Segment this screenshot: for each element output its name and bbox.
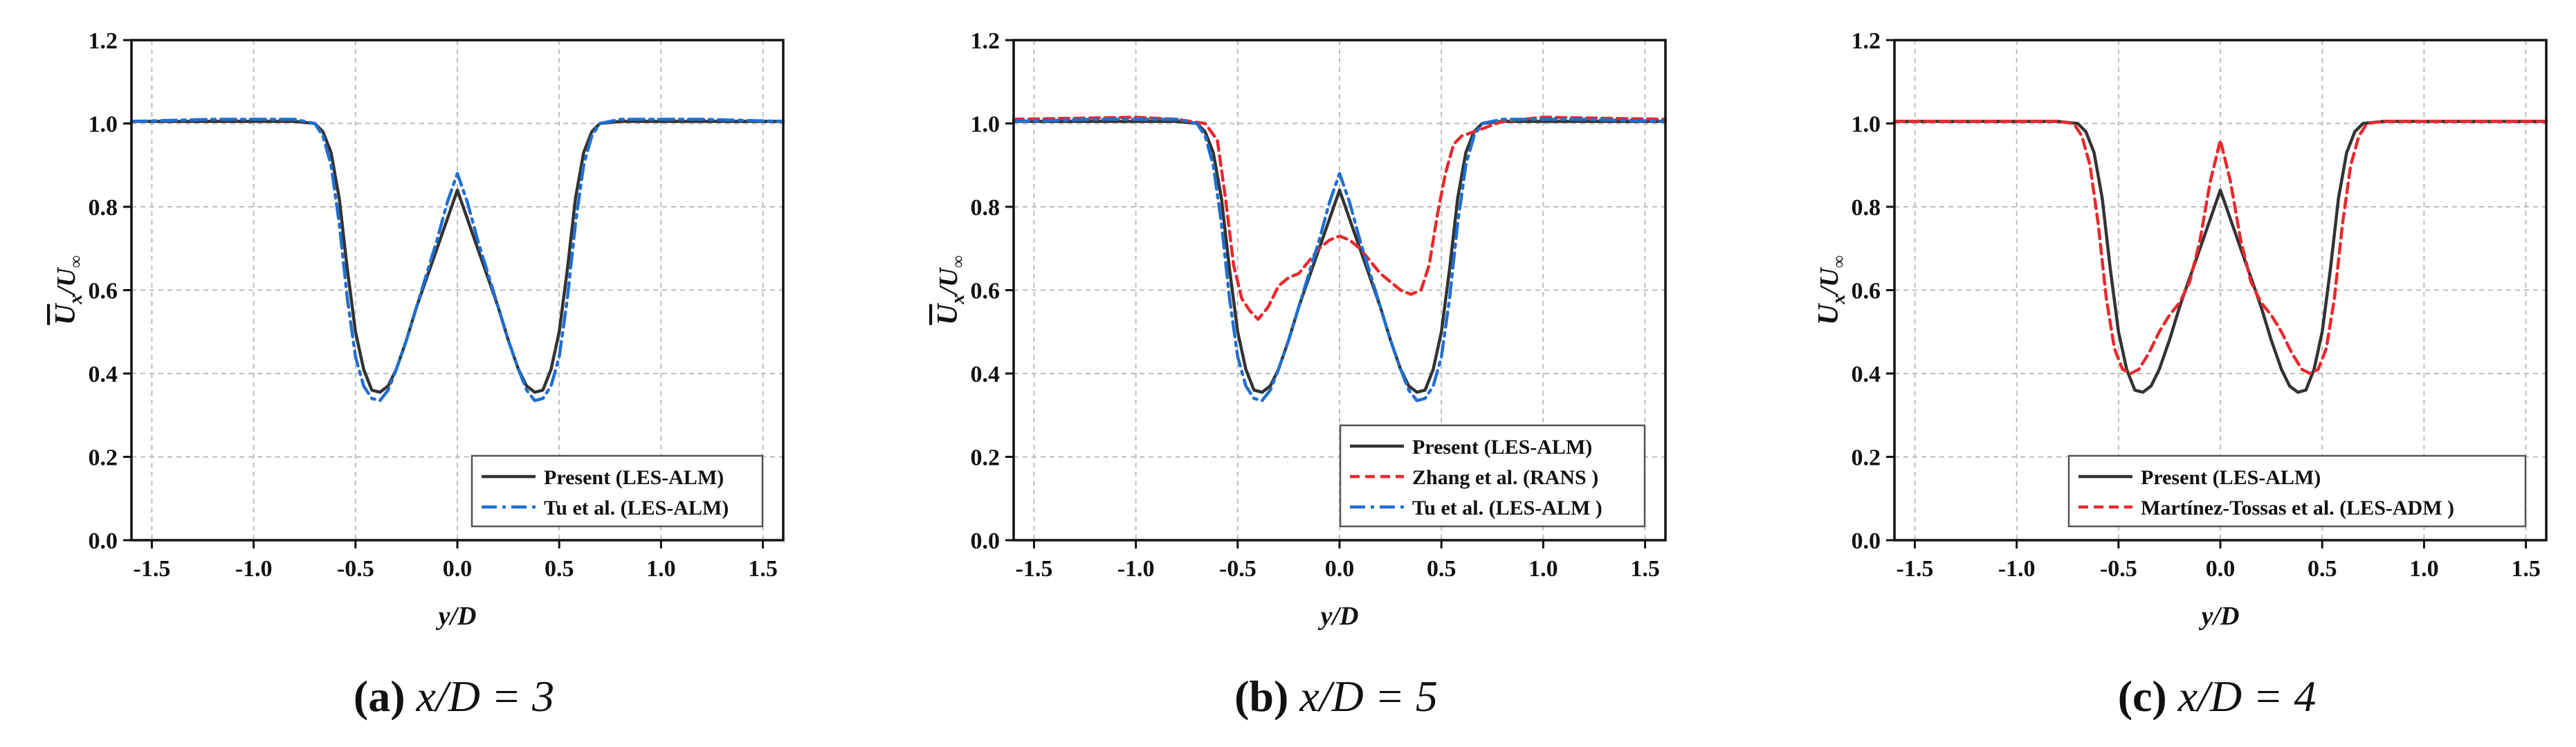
y-axis-label-den-sub: ∞ [948, 255, 968, 268]
panel-caption: (a) x/D = 3 [354, 672, 554, 721]
y-tick-label: 1.0 [971, 112, 1001, 138]
series-line-1 [1892, 120, 2548, 376]
series-line-1 [129, 118, 785, 403]
x-tick-label: 0.0 [2206, 556, 2236, 582]
x-tick-label: -1.5 [1016, 556, 1053, 582]
x-tick-label: -1.5 [1897, 556, 1934, 582]
panel-caption-text: x/D = 4 [2167, 672, 2317, 721]
x-axis-label: y/D [2199, 602, 2240, 631]
x-tick-label: 1.5 [748, 556, 778, 582]
y-axis-label-main: U [50, 302, 82, 325]
x-tick-label: 1.5 [2511, 556, 2541, 582]
y-tick-label: 0.4 [89, 362, 118, 387]
x-tick-label: 0.5 [1427, 556, 1456, 582]
chart-panel-2: -1.5 -1.0 -0.5 0.0 0.5 1.0 1.5 0.0 0.2 0.4 0.6 0.8 1… [1813, 28, 2548, 721]
x-tick-label: -1.5 [134, 556, 171, 582]
y-tick-label: 0.4 [1852, 362, 1881, 387]
y-axis-label-den: /U [1815, 266, 1844, 297]
legend-box [471, 454, 764, 528]
x-tick-label: -1.0 [1117, 556, 1155, 582]
plot-frame [1012, 39, 1667, 542]
x-axis-label: y/D [436, 602, 477, 631]
x-tick-label: 0.5 [545, 556, 574, 582]
y-axis-label: Ux/U∞ [50, 255, 86, 325]
legend-label-1: Tu et al. (LES-ALM) [544, 497, 729, 519]
series-line-0 [1012, 120, 1668, 394]
y-tick-label: 1.2 [1852, 28, 1881, 54]
series-line-2 [1012, 118, 1668, 403]
x-tick-label: -0.5 [2100, 556, 2137, 582]
plot-frame [130, 39, 785, 542]
legend: Present (LES-ALM) Martínez-Tossas et al. … [2067, 454, 2527, 528]
y-axis-label-den: /U [934, 266, 963, 297]
y-tick-label: 0.0 [1852, 528, 1881, 554]
y-tick-label: 1.0 [89, 112, 118, 138]
y-tick-label: 0.6 [971, 279, 1001, 304]
x-tick-label: -0.5 [337, 556, 374, 582]
y-tick-label: 0.8 [971, 195, 1001, 221]
x-tick-label: 1.5 [1630, 556, 1660, 582]
panel-caption-letter: (b) [1234, 672, 1288, 721]
y-axis-label-den: /U [52, 266, 81, 297]
y-tick-label: 0.8 [1852, 195, 1881, 221]
y-tick-label: 0.6 [89, 279, 118, 304]
legend-label-1: Zhang et al. (RANS ) [1412, 466, 1598, 489]
legend-label-0: Present (LES-ALM) [2141, 466, 2321, 489]
plot-frame [1893, 39, 2548, 542]
y-axis-label: Ux/U∞ [1813, 255, 1849, 325]
y-tick-label: 0.0 [89, 528, 118, 554]
series-line-1 [1012, 116, 1668, 321]
y-tick-label: 1.2 [89, 28, 118, 54]
panel-caption: (b) x/D = 5 [1234, 672, 1438, 721]
chart-panel-0: -1.5 -1.0 -0.5 0.0 0.5 1.0 1.5 0.0 0.2 0.4 0.6 0.8 1… [50, 28, 785, 721]
series-line-0 [1892, 120, 2548, 394]
y-tick-label: 0.2 [89, 445, 118, 471]
y-axis-label-sub: x [947, 295, 969, 305]
x-tick-label: 1.0 [646, 556, 676, 582]
y-tick-label: 1.2 [971, 28, 1001, 54]
y-tick-label: 0.0 [971, 528, 1001, 554]
y-axis-label-main: U [932, 302, 964, 325]
chart-panel-1: -1.5 -1.0 -0.5 0.0 0.5 1.0 1.5 0.0 0.2 0.4 0.6 0.8 1… [932, 28, 1668, 721]
x-tick-label: 1.0 [2409, 556, 2439, 582]
y-tick-label: 0.2 [971, 445, 1001, 471]
x-tick-label: 1.0 [1528, 556, 1558, 582]
y-tick-label: 0.2 [1852, 445, 1881, 471]
x-tick-label: -1.0 [235, 556, 273, 582]
y-tick-label: 1.0 [1852, 112, 1881, 138]
x-tick-label: -1.0 [1998, 556, 2036, 582]
x-tick-label: 0.5 [2308, 556, 2337, 582]
legend-label-2: Tu et al. (LES-ALM ) [1412, 497, 1602, 519]
panel-caption: (c) x/D = 4 [2118, 672, 2317, 721]
x-tick-label: 0.0 [1325, 556, 1355, 582]
y-tick-label: 0.8 [89, 195, 118, 221]
legend: Present (LES-ALM) Zhang et al. (RANS ) Tu … [1339, 424, 1646, 528]
y-axis-label: Ux/U∞ [932, 255, 969, 325]
y-axis-label-main: U [1813, 302, 1845, 325]
panel-caption-text: x/D = 5 [1288, 672, 1438, 721]
y-axis-label-den-sub: ∞ [66, 255, 86, 268]
panel-caption-text: x/D = 3 [405, 672, 555, 721]
legend-label-0: Present (LES-ALM) [544, 466, 724, 489]
legend: Present (LES-ALM) Tu et al. (LES-ALM) [471, 454, 764, 528]
legend-label-1: Martínez-Tossas et al. (LES-ADM ) [2141, 497, 2454, 519]
x-tick-label: -0.5 [1219, 556, 1257, 582]
panel-caption-letter: (c) [2118, 672, 2167, 721]
y-axis-label-sub: x [1828, 295, 1849, 305]
legend-box [1339, 424, 1646, 528]
x-axis-label: y/D [1318, 602, 1359, 631]
y-tick-label: 0.6 [1852, 279, 1881, 304]
series-line-0 [129, 120, 785, 394]
legend-box [2067, 454, 2527, 528]
x-tick-label: 0.0 [443, 556, 473, 582]
panel-caption-letter: (a) [354, 672, 405, 721]
y-axis-label-sub: x [65, 295, 86, 305]
legend-label-0: Present (LES-ALM) [1412, 436, 1592, 459]
y-tick-label: 0.4 [971, 362, 1001, 387]
y-axis-label-den-sub: ∞ [1829, 255, 1849, 268]
